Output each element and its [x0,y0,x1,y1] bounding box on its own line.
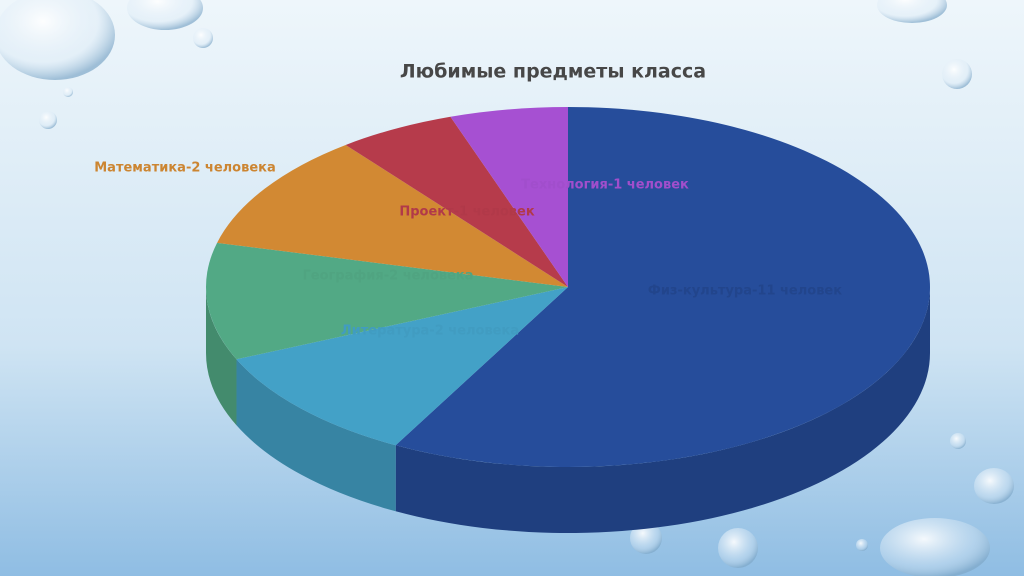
slice [217,144,569,287]
slice [236,287,568,446]
slice-side [206,287,237,426]
slice-label: География-2 человека [302,269,473,284]
slice-side [236,359,396,512]
slice-label: Проект-1 человек [399,205,534,220]
slice-side [395,287,930,533]
chart-title: Любимые предметы класса [400,61,706,83]
slice-label: Технология-1 человек [521,178,689,193]
slice-label: Литература-2 человека [341,324,519,339]
slice-label: Математика-2 человека [94,161,276,176]
slice [345,116,568,287]
slice [206,242,568,360]
slice-label: Физ-культура-11 человек [648,284,842,299]
slice [395,107,930,468]
slice [450,107,568,287]
